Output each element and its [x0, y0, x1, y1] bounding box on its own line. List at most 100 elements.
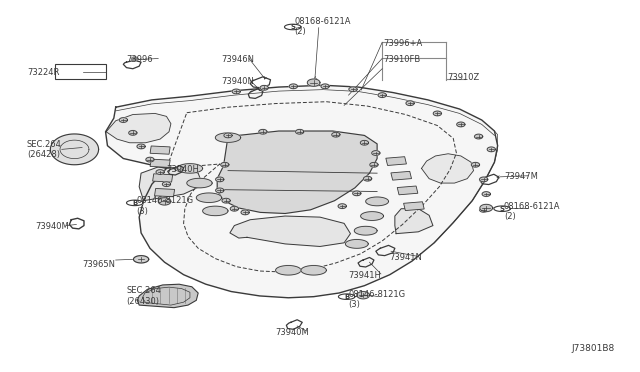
Polygon shape: [332, 132, 340, 137]
Polygon shape: [187, 178, 212, 188]
Polygon shape: [222, 198, 230, 203]
Polygon shape: [482, 192, 490, 196]
Polygon shape: [370, 162, 378, 167]
Text: 73941H: 73941H: [349, 271, 381, 280]
Polygon shape: [150, 159, 170, 167]
Text: 73996: 73996: [127, 55, 153, 64]
Text: 08168-6121A
(2): 08168-6121A (2): [504, 202, 561, 221]
Polygon shape: [230, 216, 351, 247]
Text: S: S: [500, 206, 504, 212]
Polygon shape: [361, 212, 383, 221]
Polygon shape: [349, 87, 357, 92]
Polygon shape: [433, 111, 442, 116]
Text: 73940H: 73940H: [166, 165, 198, 174]
Polygon shape: [494, 206, 510, 212]
Polygon shape: [404, 202, 424, 211]
Polygon shape: [137, 284, 198, 308]
Polygon shape: [132, 57, 138, 61]
Polygon shape: [215, 133, 241, 142]
Polygon shape: [487, 147, 495, 152]
Polygon shape: [156, 170, 164, 174]
Polygon shape: [346, 240, 368, 248]
Polygon shape: [406, 101, 414, 106]
Polygon shape: [259, 129, 267, 134]
Polygon shape: [177, 164, 203, 173]
Polygon shape: [158, 198, 171, 205]
Text: SEC.264
(26428): SEC.264 (26428): [27, 140, 62, 159]
Polygon shape: [480, 204, 493, 212]
Text: 73965N: 73965N: [82, 260, 115, 269]
Polygon shape: [163, 182, 171, 186]
Polygon shape: [364, 176, 372, 181]
Text: 73941N: 73941N: [390, 253, 422, 262]
Polygon shape: [357, 292, 369, 299]
Text: 73940N: 73940N: [221, 77, 255, 86]
Polygon shape: [365, 197, 388, 206]
Polygon shape: [339, 294, 355, 299]
Polygon shape: [296, 129, 304, 134]
Polygon shape: [129, 131, 137, 135]
Polygon shape: [51, 134, 99, 165]
Text: 73940M: 73940M: [36, 222, 70, 231]
Polygon shape: [360, 140, 369, 145]
Polygon shape: [106, 85, 498, 298]
Polygon shape: [372, 151, 380, 155]
Polygon shape: [285, 24, 301, 30]
Polygon shape: [353, 191, 361, 196]
Polygon shape: [232, 89, 241, 94]
Polygon shape: [150, 146, 170, 154]
Polygon shape: [241, 210, 249, 215]
Text: 73910FB: 73910FB: [383, 55, 420, 64]
Polygon shape: [338, 204, 346, 209]
Polygon shape: [301, 266, 326, 275]
Polygon shape: [127, 200, 143, 206]
Polygon shape: [457, 122, 465, 127]
Polygon shape: [216, 177, 224, 182]
Polygon shape: [106, 113, 171, 143]
Polygon shape: [378, 93, 387, 97]
Polygon shape: [230, 206, 239, 211]
Polygon shape: [216, 188, 224, 193]
Text: 73910Z: 73910Z: [447, 73, 479, 83]
Text: B: B: [344, 294, 349, 300]
Text: 73940M: 73940M: [276, 328, 309, 337]
Polygon shape: [203, 206, 228, 216]
Polygon shape: [137, 144, 145, 149]
Text: 08168-6121A
(2): 08168-6121A (2): [294, 17, 351, 36]
Text: SEC.264
(26430): SEC.264 (26430): [127, 286, 161, 306]
Polygon shape: [224, 133, 232, 138]
Polygon shape: [479, 208, 488, 212]
Polygon shape: [154, 189, 175, 197]
Polygon shape: [134, 256, 148, 263]
Polygon shape: [397, 186, 418, 195]
Polygon shape: [217, 131, 377, 214]
Text: 73947M: 73947M: [504, 172, 538, 181]
Text: J73801B8: J73801B8: [572, 344, 615, 353]
Polygon shape: [355, 226, 377, 235]
Polygon shape: [395, 209, 433, 234]
Polygon shape: [289, 84, 298, 89]
Polygon shape: [307, 79, 320, 86]
Text: 08146-8121G
(3): 08146-8121G (3): [136, 196, 193, 216]
Polygon shape: [221, 162, 229, 167]
Text: 73224R: 73224R: [27, 68, 60, 77]
Text: 73946N: 73946N: [221, 55, 255, 64]
Text: 73996+A: 73996+A: [383, 39, 422, 48]
Polygon shape: [119, 118, 127, 122]
Text: B: B: [132, 200, 138, 206]
Polygon shape: [260, 86, 268, 90]
Polygon shape: [139, 167, 203, 201]
Polygon shape: [196, 193, 221, 202]
Polygon shape: [422, 154, 474, 183]
Polygon shape: [321, 84, 329, 89]
Polygon shape: [471, 162, 479, 167]
Polygon shape: [386, 157, 406, 166]
Polygon shape: [479, 177, 488, 182]
Polygon shape: [146, 157, 154, 162]
Polygon shape: [474, 134, 483, 139]
Polygon shape: [152, 174, 173, 182]
Polygon shape: [276, 266, 301, 275]
Text: S: S: [290, 24, 295, 30]
Text: 08146-8121G
(3): 08146-8121G (3): [349, 290, 406, 309]
Polygon shape: [391, 171, 412, 180]
